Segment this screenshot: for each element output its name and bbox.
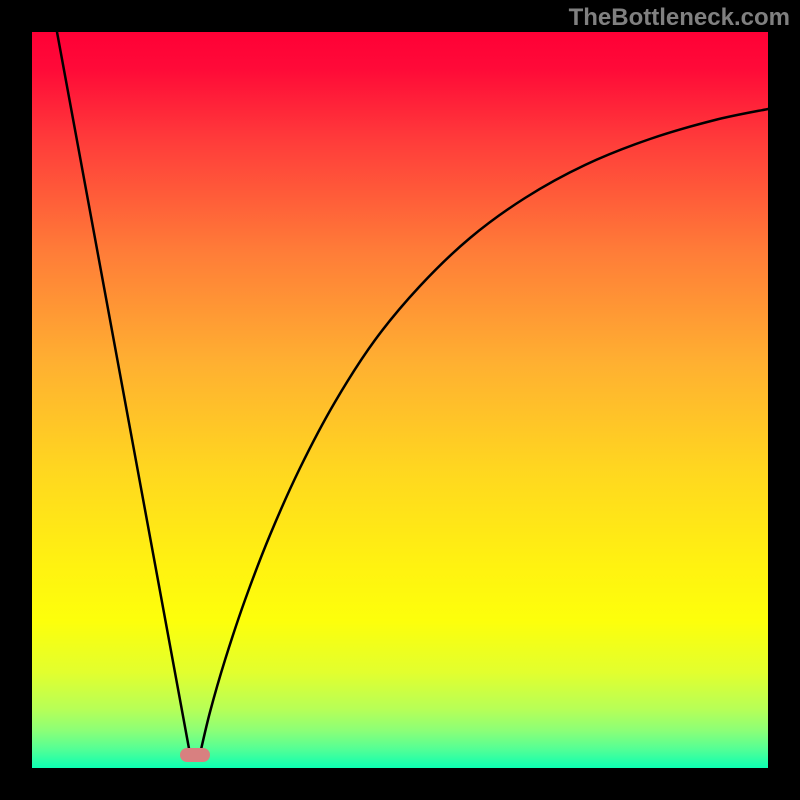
- bottleneck-chart: [0, 0, 800, 800]
- gradient-background: [32, 32, 768, 768]
- optimum-marker: [180, 748, 210, 762]
- chart-container: TheBottleneck.com: [0, 0, 800, 800]
- watermark-text: TheBottleneck.com: [569, 4, 790, 32]
